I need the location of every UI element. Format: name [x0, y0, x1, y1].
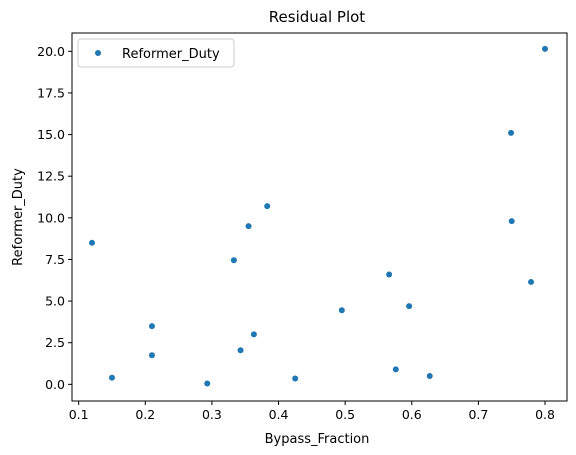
- x-tick-label: 0.8: [535, 407, 555, 422]
- data-point: [148, 352, 155, 359]
- legend-box: [77, 38, 235, 68]
- data-point: [250, 331, 257, 338]
- data-point: [88, 239, 95, 246]
- chart-title: Residual Plot: [269, 8, 366, 26]
- y-tick-label: 20.0: [37, 44, 65, 59]
- x-tick-label: 0.1: [69, 407, 89, 422]
- legend: Reformer_Duty: [77, 38, 235, 68]
- data-point: [237, 347, 244, 354]
- x-tick-label: 0.5: [335, 407, 355, 422]
- x-axis-ticks: 0.1 0.2 0.3 0.4 0.5 0.6 0.7 0.8: [69, 401, 555, 422]
- x-tick-label: 0.3: [202, 407, 222, 422]
- data-point: [245, 223, 252, 230]
- x-tick-label: 0.2: [135, 407, 155, 422]
- x-tick-label: 0.7: [468, 407, 488, 422]
- data-point: [508, 129, 515, 136]
- y-tick-label: 2.5: [45, 335, 65, 350]
- data-point: [338, 307, 345, 314]
- data-point: [292, 375, 299, 382]
- y-tick-label: 17.5: [37, 85, 65, 100]
- y-tick-label: 0.0: [45, 377, 65, 392]
- y-tick-label: 15.0: [37, 127, 65, 142]
- y-tick-label: 12.5: [37, 169, 65, 184]
- data-point: [204, 380, 211, 387]
- data-point: [528, 278, 535, 285]
- data-point: [108, 374, 115, 381]
- y-axis-label: Reformer_Duty: [11, 168, 26, 266]
- legend-marker: [95, 50, 101, 56]
- data-point: [230, 257, 237, 264]
- data-point: [148, 323, 155, 330]
- y-axis-ticks: 0.0 2.5 5.0 7.5 10.0 12.5 15.0 17.5 20.0: [37, 44, 72, 392]
- y-tick-label: 10.0: [37, 210, 65, 225]
- x-tick-label: 0.6: [402, 407, 422, 422]
- plot-area: [72, 33, 567, 401]
- y-tick-label: 7.5: [45, 252, 65, 267]
- data-point: [406, 303, 413, 310]
- legend-label: Reformer_Duty: [122, 47, 220, 62]
- data-point: [508, 218, 515, 225]
- x-axis-label: Bypass_Fraction: [265, 432, 370, 447]
- data-point: [542, 45, 549, 52]
- data-point: [426, 373, 433, 380]
- data-point: [392, 366, 399, 373]
- y-tick-label: 5.0: [45, 294, 65, 309]
- series-points: [88, 45, 549, 387]
- x-tick-label: 0.4: [269, 407, 289, 422]
- data-point: [264, 203, 271, 210]
- plot-frame: [71, 32, 568, 402]
- data-point: [386, 271, 393, 278]
